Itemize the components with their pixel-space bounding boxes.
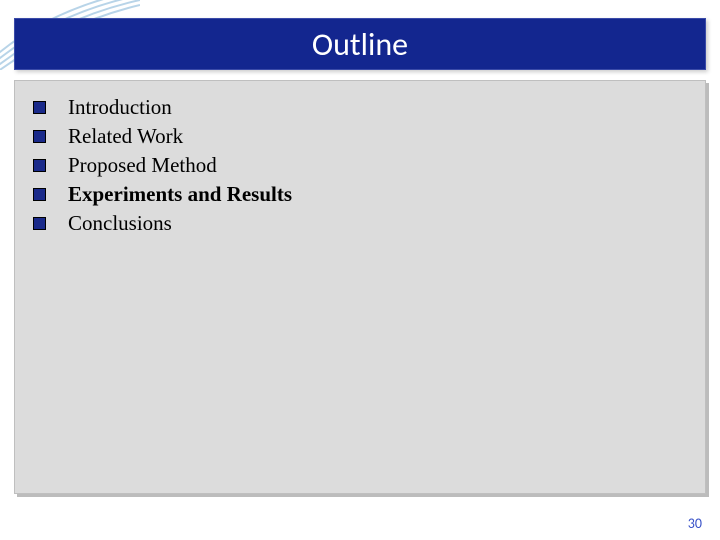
outline-item: Related Work <box>33 124 687 149</box>
outline-item-label: Experiments and Results <box>68 182 292 207</box>
outline-item-label: Introduction <box>68 95 172 120</box>
square-bullet-icon <box>33 130 46 143</box>
title-banner: Outline <box>14 18 706 70</box>
outline-item-label: Proposed Method <box>68 153 217 178</box>
square-bullet-icon <box>33 159 46 172</box>
outline-item: Introduction <box>33 95 687 120</box>
square-bullet-icon <box>33 217 46 230</box>
page-number: 30 <box>688 515 702 532</box>
outline-item: Proposed Method <box>33 153 687 178</box>
slide-title: Outline <box>312 25 408 64</box>
square-bullet-icon <box>33 101 46 114</box>
outline-list: Introduction Related Work Proposed Metho… <box>33 95 687 236</box>
outline-item: Conclusions <box>33 211 687 236</box>
square-bullet-icon <box>33 188 46 201</box>
outline-item-label: Conclusions <box>68 211 172 236</box>
outline-item: Experiments and Results <box>33 182 687 207</box>
content-box: Introduction Related Work Proposed Metho… <box>14 80 706 494</box>
outline-item-label: Related Work <box>68 124 183 149</box>
